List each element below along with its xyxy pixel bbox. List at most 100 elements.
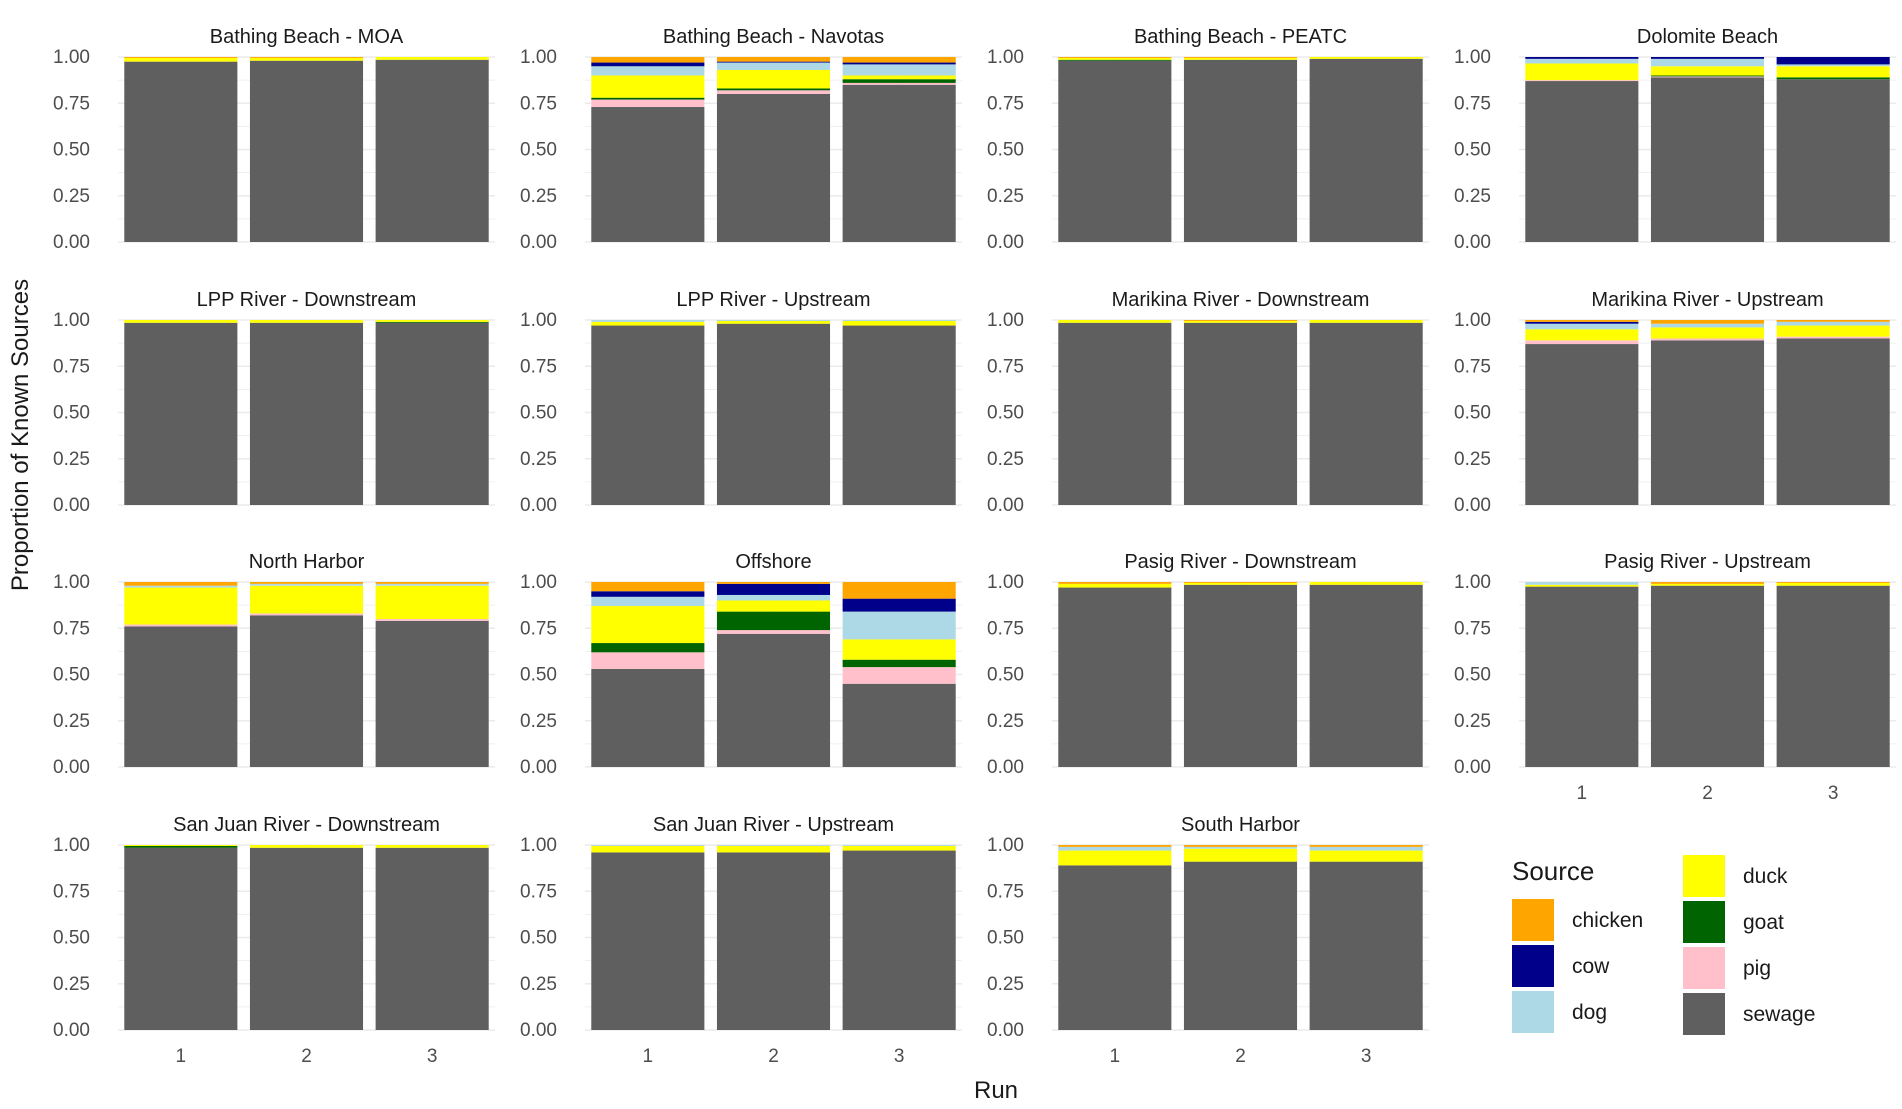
facet-north-harbor: North Harbor 0.00 0.25 0.50 0.75 1.00 bbox=[53, 551, 495, 778]
x-axis-label: Run bbox=[974, 1077, 1018, 1104]
y-tick-label: 1.00 bbox=[987, 835, 1024, 856]
bar-segment-chicken bbox=[1058, 57, 1172, 58]
bar-segment-chicken bbox=[1183, 845, 1298, 847]
y-tick-label: 0.25 bbox=[53, 449, 90, 470]
y-tick-label: 0.25 bbox=[987, 449, 1024, 470]
y-tick-label: 0.25 bbox=[53, 974, 90, 995]
y-tick-label: 1.00 bbox=[1454, 310, 1491, 331]
bar-segment-dog bbox=[1525, 323, 1639, 330]
y-tick-label: 0.00 bbox=[987, 1020, 1024, 1041]
facet-san-juan-river-upstream: San Juan River - Upstream 0.00 0.25 0.50 0.7… bbox=[520, 814, 962, 1067]
y-tick-label: 0.00 bbox=[520, 1020, 557, 1041]
bar-segment-duck bbox=[375, 320, 489, 322]
facet-title: Pasig River - Downstream bbox=[1124, 551, 1356, 573]
x-tick-label: 3 bbox=[1361, 1046, 1372, 1067]
bar-segment-pig bbox=[124, 624, 238, 627]
y-tick-label: 0.50 bbox=[53, 140, 90, 161]
bar-segment-sewage bbox=[1525, 344, 1639, 505]
facet-lpp-river-downstream: LPP River - Downstream 0.00 0.25 0.50 0.75 1.… bbox=[53, 289, 495, 516]
bar-segment-cow bbox=[591, 62, 705, 67]
y-tick-label: 0.00 bbox=[987, 495, 1024, 516]
legend-item-goat: goat bbox=[1683, 901, 1784, 943]
y-tick-label: 0.00 bbox=[1454, 757, 1491, 778]
bar-segment-dog bbox=[591, 596, 705, 607]
y-tick-label: 0.75 bbox=[520, 93, 557, 114]
x-tick-label: 3 bbox=[894, 1046, 905, 1067]
bar-segment-sewage bbox=[842, 84, 956, 242]
bar-segment-duck bbox=[249, 57, 364, 61]
y-tick-label: 0.75 bbox=[53, 93, 90, 114]
bar-segment-dog bbox=[591, 320, 705, 322]
legend-key-duck bbox=[1683, 855, 1725, 897]
bar-segment-dog bbox=[124, 585, 238, 588]
bar-segment-duck bbox=[249, 585, 364, 614]
bar-segment-duck bbox=[716, 320, 831, 324]
bar-segment-chicken bbox=[842, 57, 956, 63]
bar-segment-dog bbox=[1525, 582, 1639, 585]
bar-segment-sewage bbox=[1309, 322, 1423, 505]
bar-segment-chicken bbox=[1776, 320, 1890, 322]
bar-segment-dog bbox=[1309, 846, 1423, 851]
bar-segment-duck bbox=[124, 845, 238, 846]
bar-segment-pig bbox=[591, 99, 705, 107]
bar-segment-duck bbox=[1776, 66, 1890, 78]
y-tick-label: 0.75 bbox=[987, 618, 1024, 639]
bar-segment-duck bbox=[375, 585, 489, 619]
bar-segment-pig bbox=[1525, 80, 1639, 82]
bar-segment-duck bbox=[124, 587, 238, 625]
facet-panels: Bathing Beach - MOA0.000.250.500.751.00B… bbox=[53, 26, 1896, 1067]
x-tick-label: 2 bbox=[1702, 783, 1713, 804]
bar-segment-sewage bbox=[375, 847, 489, 1030]
y-tick-label: 1.00 bbox=[53, 47, 90, 68]
bar-segment-sewage bbox=[1776, 338, 1890, 505]
facet-south-harbor: South Harbor 0.00 0.25 0.50 0.75 1.00 1 2 3 bbox=[987, 814, 1429, 1067]
y-tick-label: 0.75 bbox=[53, 881, 90, 902]
bar-segment-duck bbox=[1058, 850, 1172, 866]
bar-segment-chicken bbox=[842, 582, 956, 599]
bar-segment-dog bbox=[1650, 323, 1765, 328]
bar-segment-cow bbox=[716, 61, 831, 63]
y-tick-label: 0.75 bbox=[1454, 93, 1491, 114]
y-tick-label: 1.00 bbox=[53, 835, 90, 856]
bar-segment-sewage bbox=[591, 325, 705, 505]
y-tick-label: 0.50 bbox=[987, 928, 1024, 949]
bar-segment-pig bbox=[842, 667, 956, 684]
legend-key-dog bbox=[1512, 991, 1554, 1033]
facet-title: Pasig River - Upstream bbox=[1604, 551, 1811, 573]
y-tick-label: 1.00 bbox=[520, 572, 557, 593]
bar-segment-duck bbox=[1776, 325, 1890, 337]
bar-segment-pig bbox=[1650, 76, 1765, 78]
legend: Source chicken cow dog duck goat pig sewage bbox=[1512, 855, 1815, 1035]
bar-segment-duck bbox=[1183, 582, 1298, 585]
bar-segment-chicken bbox=[591, 582, 705, 592]
bar-segment-sewage bbox=[1183, 861, 1298, 1030]
y-tick-label: 1.00 bbox=[520, 310, 557, 331]
bar-segment-dog bbox=[716, 62, 831, 70]
bar-segment-sewage bbox=[375, 322, 489, 505]
bar-segment-dog bbox=[1525, 58, 1639, 64]
bar-segment-sewage bbox=[1650, 340, 1765, 505]
bar-segment-dog bbox=[842, 845, 956, 846]
bar-segment-sewage bbox=[124, 847, 238, 1030]
bar-segment-dog bbox=[842, 64, 956, 76]
bar-segment-dog bbox=[842, 611, 956, 640]
bar-segment-chicken bbox=[716, 57, 831, 62]
bar-segment-pig bbox=[591, 652, 705, 669]
y-tick-label: 0.50 bbox=[520, 665, 557, 686]
bar-segment-duck bbox=[842, 639, 956, 660]
bar-segment-dog bbox=[1183, 846, 1298, 849]
bar-segment-sewage bbox=[1058, 587, 1172, 767]
facet-pasig-river-downstream: Pasig River - Downstream 0.00 0.25 0.50 0.75… bbox=[987, 551, 1429, 778]
bar-segment-sewage bbox=[716, 852, 831, 1030]
bar-segment-duck bbox=[1058, 320, 1172, 323]
bar-segment-duck bbox=[842, 845, 956, 851]
y-tick-label: 0.00 bbox=[53, 495, 90, 516]
bar-segment-chicken bbox=[1183, 57, 1298, 58]
facet-pasig-river-upstream: Pasig River - Upstream 0.00 0.25 0.50 0.75 1.… bbox=[1454, 551, 1896, 804]
bar-segment-sewage bbox=[249, 847, 364, 1030]
y-tick-label: 0.75 bbox=[53, 618, 90, 639]
bar-segment-pig bbox=[1525, 340, 1639, 345]
legend-key-chicken bbox=[1512, 899, 1554, 941]
bar-segment-sewage bbox=[249, 615, 364, 767]
y-tick-label: 0.00 bbox=[520, 495, 557, 516]
